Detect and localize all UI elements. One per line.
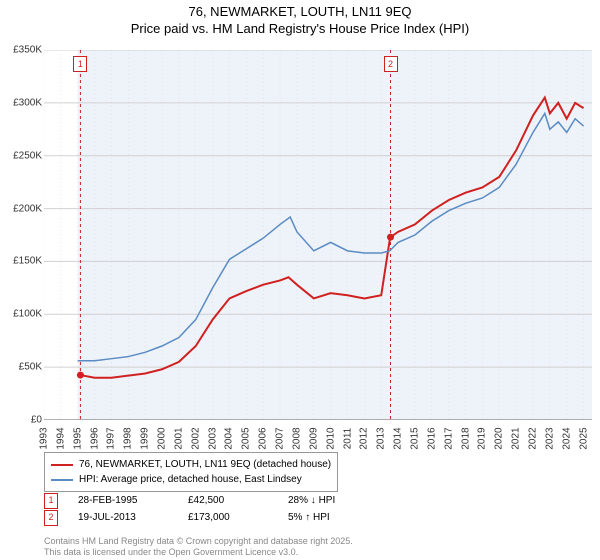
x-axis-tick: 2019 [477, 427, 488, 449]
x-axis-tick: 2011 [342, 428, 353, 450]
legend: 76, NEWMARKET, LOUTH, LN11 9EQ (detached… [44, 452, 338, 492]
legend-row: 76, NEWMARKET, LOUTH, LN11 9EQ (detached… [51, 457, 331, 472]
x-axis-tick: 1997 [106, 427, 117, 449]
y-axis-tick: £300K [2, 97, 42, 108]
attribution: Contains HM Land Registry data © Crown c… [44, 536, 353, 558]
x-axis-tick: 2021 [511, 427, 522, 449]
y-axis-tick: £150K [2, 256, 42, 267]
legend-label: HPI: Average price, detached house, East… [79, 472, 302, 487]
x-axis-tick: 2007 [275, 427, 286, 449]
x-axis-tick: 1995 [72, 427, 83, 449]
x-axis-tick: 2018 [460, 427, 471, 449]
event-row: 2 19-JUL-2013 £173,000 5% ↑ HPI [44, 509, 335, 526]
price-event-table: 1 28-FEB-1995 £42,500 28% ↓ HPI 2 19-JUL-2013… [44, 492, 335, 526]
event-marker: 1 [73, 56, 87, 72]
x-axis-tick: 2012 [359, 427, 370, 449]
chart-title: 76, NEWMARKET, LOUTH, LN11 9EQ Price pai… [0, 0, 600, 38]
event-marker: 2 [384, 56, 398, 72]
x-axis-tick: 1999 [140, 427, 151, 449]
legend-swatch [51, 479, 73, 481]
y-axis-tick: £50K [2, 362, 42, 373]
x-axis-tick: 2015 [409, 427, 420, 449]
chart-area: £0£50K£100K£150K£200K£250K£300K£350K 199… [44, 50, 592, 420]
chart-svg [44, 50, 592, 420]
title-line-2: Price paid vs. HM Land Registry's House … [0, 21, 600, 38]
legend-label: 76, NEWMARKET, LOUTH, LN11 9EQ (detached… [79, 457, 331, 472]
x-axis-tick: 2020 [494, 427, 505, 449]
x-axis-tick: 2004 [224, 427, 235, 449]
x-axis-tick: 2006 [258, 427, 269, 449]
y-axis-tick: £250K [2, 150, 42, 161]
x-axis-tick: 2022 [527, 427, 538, 449]
y-axis-tick: £100K [2, 309, 42, 320]
x-axis-tick: 2025 [578, 427, 589, 449]
x-axis-tick: 2002 [190, 427, 201, 449]
x-axis-tick: 2009 [308, 427, 319, 449]
legend-row: HPI: Average price, detached house, East… [51, 472, 331, 487]
chart-container: 76, NEWMARKET, LOUTH, LN11 9EQ Price pai… [0, 0, 600, 560]
event-row: 1 28-FEB-1995 £42,500 28% ↓ HPI [44, 492, 335, 509]
x-axis-tick: 2010 [325, 427, 336, 449]
x-axis-tick: 1998 [123, 427, 134, 449]
y-axis-tick: £350K [2, 45, 42, 56]
x-axis-tick: 2024 [561, 427, 572, 449]
event-delta: 28% ↓ HPI [288, 492, 335, 509]
x-axis-tick: 2017 [443, 427, 454, 449]
x-axis-tick: 2000 [157, 427, 168, 449]
x-axis-tick: 1994 [55, 427, 66, 449]
x-axis-tick: 2005 [241, 427, 252, 449]
attribution-line-2: This data is licensed under the Open Gov… [44, 547, 353, 558]
attribution-line-1: Contains HM Land Registry data © Crown c… [44, 536, 353, 547]
x-axis-tick: 2003 [207, 427, 218, 449]
event-delta: 5% ↑ HPI [288, 509, 330, 526]
event-number-box: 1 [44, 493, 58, 509]
x-axis-tick: 2014 [393, 427, 404, 449]
legend-swatch [51, 464, 73, 466]
x-axis-tick: 2008 [291, 427, 302, 449]
y-axis-tick: £0 [2, 415, 42, 426]
x-axis-tick: 2023 [544, 427, 555, 449]
x-axis-tick: 1996 [89, 427, 100, 449]
x-axis-tick: 2001 [173, 427, 184, 449]
event-price: £42,500 [188, 492, 268, 509]
x-axis-tick: 1993 [39, 427, 50, 449]
x-axis-tick: 2013 [376, 427, 387, 449]
event-date: 28-FEB-1995 [78, 492, 168, 509]
y-axis-tick: £200K [2, 203, 42, 214]
event-number-box: 2 [44, 510, 58, 526]
title-line-1: 76, NEWMARKET, LOUTH, LN11 9EQ [0, 4, 600, 21]
event-date: 19-JUL-2013 [78, 509, 168, 526]
x-axis-tick: 2016 [426, 427, 437, 449]
event-price: £173,000 [188, 509, 268, 526]
